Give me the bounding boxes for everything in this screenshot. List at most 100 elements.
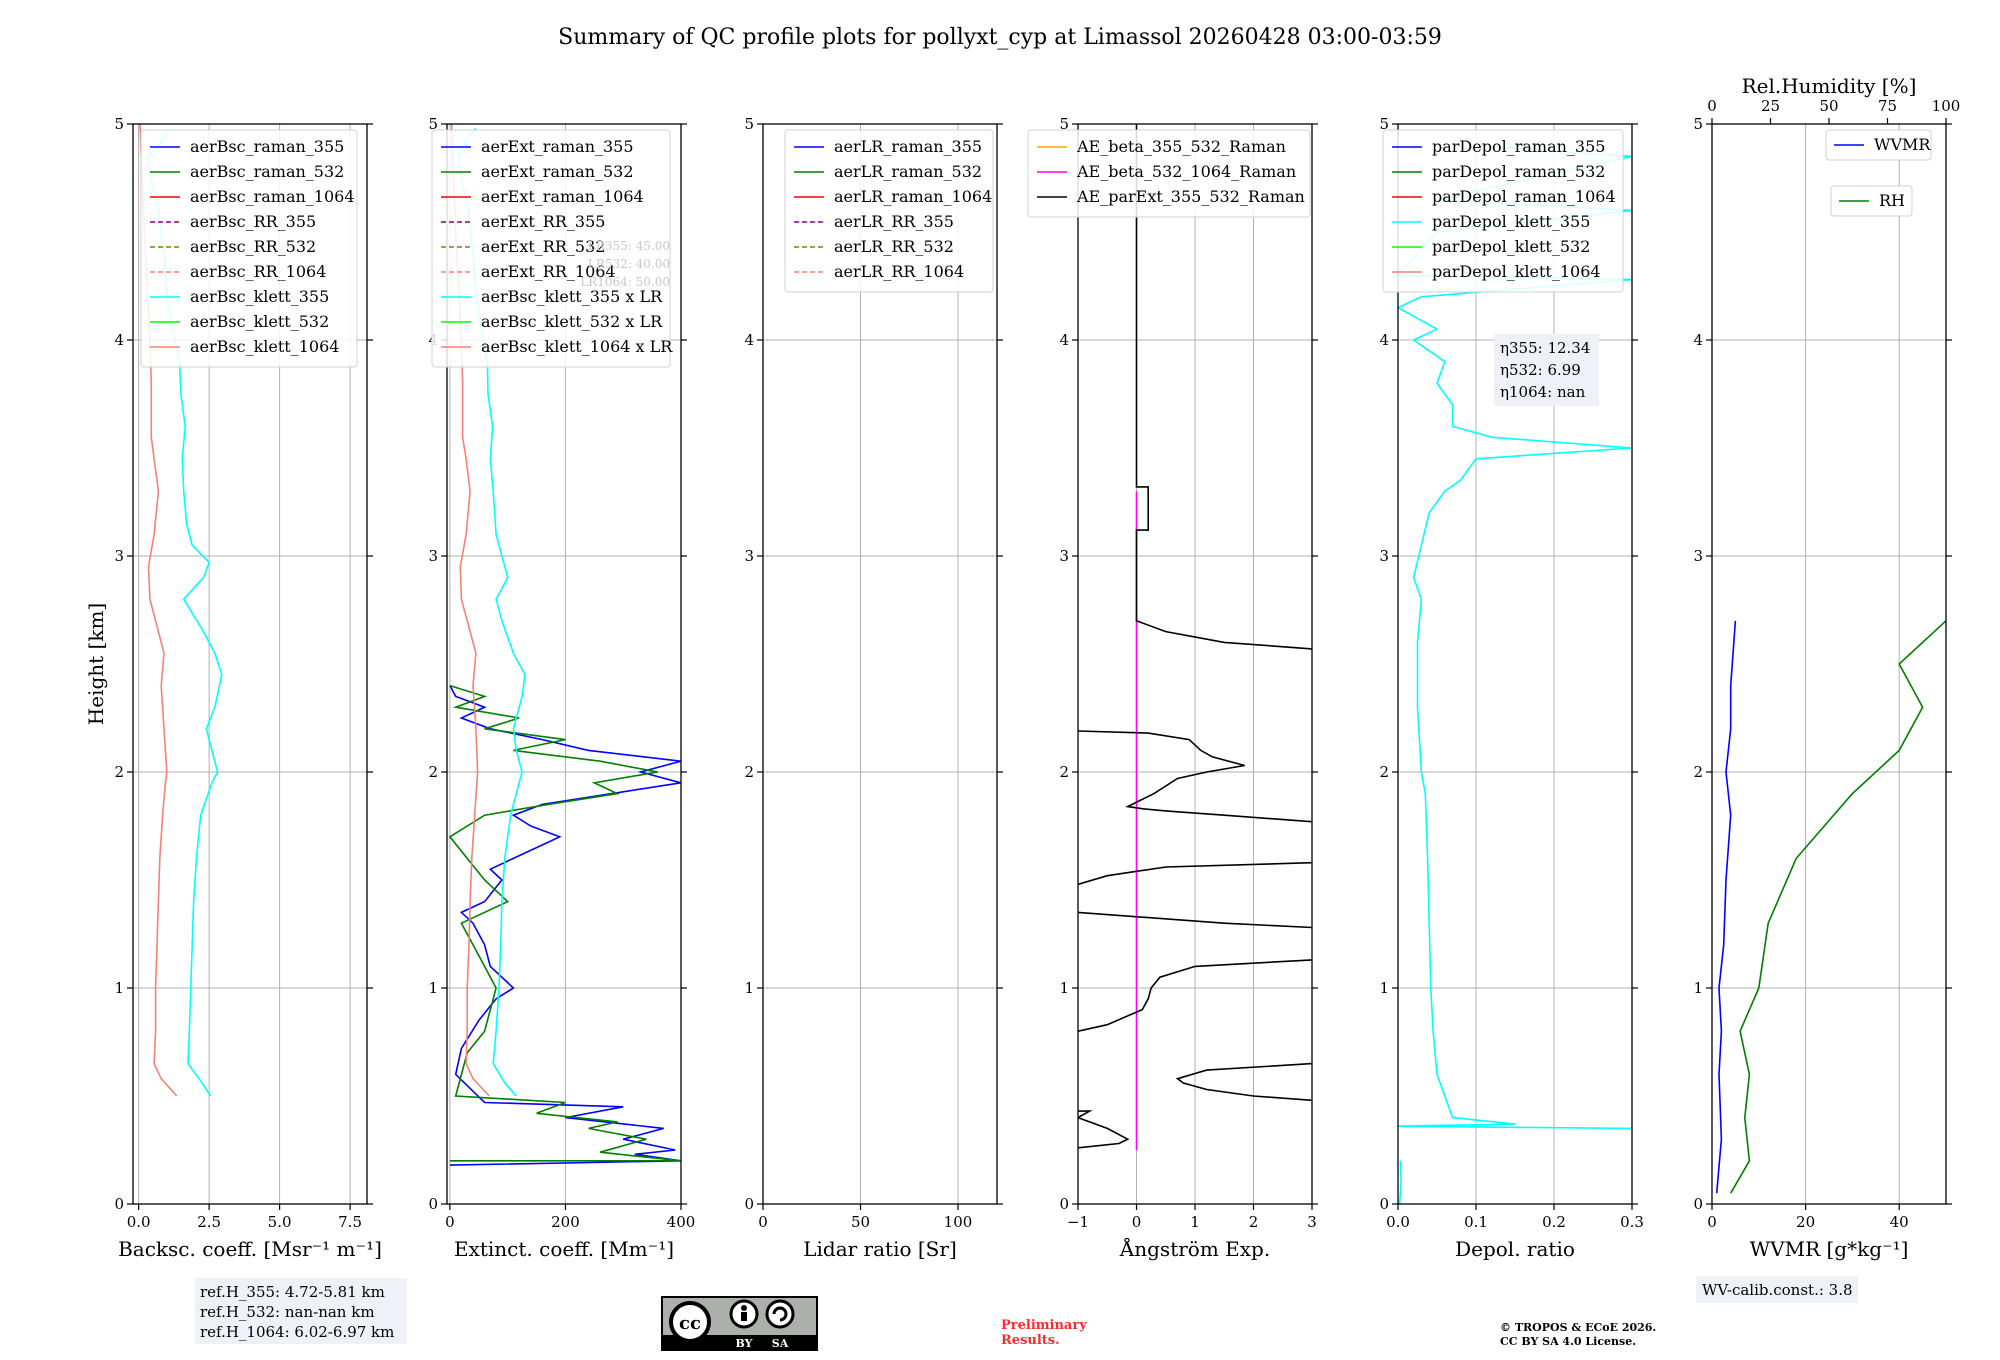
legend-box-ae [1027,129,1311,218]
series-aerExt_raman_532 [448,684,681,1162]
legend-label-ae-2: AE_parExt_355_532_Raman [1076,187,1305,206]
figure-title: Summary of QC profile plots for pollyxt_… [558,25,1442,50]
xtick-label-bsc-2: 5.0 [268,1213,292,1231]
legend-label-lr-5: aerLR_RR_1064 [834,262,964,281]
series-aerExt_raman_355 [449,685,681,1166]
xtick-label-wv-2: 40 [1890,1213,1909,1231]
legend-label-ext-8: aerBsc_klett_1064 x LR [481,337,673,356]
xtick-label-depol-2: 0.2 [1542,1213,1566,1231]
preliminary-results-note: Preliminary [1001,1318,1087,1333]
ytick-label-bsc-2: 2 [114,763,124,781]
top-xlabel-rh: Rel.Humidity [%] [1742,74,1917,98]
ytick-label-depol-3: 3 [1379,547,1389,565]
legend-label-ext-1: aerExt_raman_532 [481,162,634,181]
wv-calibration-box: WV-calib.const.: 3.8 [1696,1276,1858,1303]
ytick-label-ae-0: 0 [1059,1195,1069,1213]
reference-height-box: ref.H_355: 4.72-5.81 km ref.H_532: nan-n… [195,1278,407,1344]
ytick-label-lr-4: 4 [744,331,754,349]
eta-box [1494,334,1599,406]
lr-note-0: LR355: 45.00 [588,239,670,253]
legend-label-ext-6: aerBsc_klett_355 x LR [481,287,663,306]
eta-note-2: η1064: nan [1500,383,1586,401]
ytick-label-depol-1: 1 [1379,979,1389,997]
series-AE_parExt_355_532_Raman_e [1078,861,1312,886]
xtick-label-ext-1: 200 [551,1213,580,1231]
legend-box-wv-1 [1830,185,1913,217]
legend-box-wv-0 [1825,129,1932,161]
ref-height-1064: ref.H_1064: 6.02-6.97 km [200,1323,394,1341]
axes-frame-depol [1397,123,1633,1205]
legend-label-ext-0: aerExt_raman_355 [481,137,634,156]
ytick-label-ae-1: 1 [1059,979,1069,997]
xtick-label-lr-1: 50 [851,1213,870,1231]
legend-label-depol-2: parDepol_raman_1064 [1432,187,1616,206]
legend-label-wv-1: RH [1879,191,1905,210]
legend-label-bsc-6: aerBsc_klett_355 [190,287,329,306]
axes-frame-wv [1711,123,1947,1205]
top-xtick-label-4: 100 [1932,97,1961,115]
series-parDepol_klett_355_low [1398,1160,1402,1204]
cc-icon [669,1301,711,1343]
xtick-label-ext-2: 400 [667,1213,696,1231]
legend-label-lr-3: aerLR_RR_355 [834,212,954,231]
xlabel-ext: Extinct. coeff. [Mm⁻¹] [454,1237,674,1261]
ytick-label-lr-2: 2 [744,763,754,781]
ytick-label-ext-0: 0 [428,1195,438,1213]
eta-note-1: η532: 6.99 [1500,361,1581,379]
share-alike-icon [765,1299,795,1329]
xtick-label-depol-0: 0.0 [1386,1213,1410,1231]
ytick-label-bsc-1: 1 [114,979,124,997]
ytick-label-depol-0: 0 [1379,1195,1389,1213]
ytick-label-wv-1: 1 [1693,979,1703,997]
legend-box-bsc [140,129,358,368]
xtick-label-depol-3: 0.3 [1620,1213,1644,1231]
series-AE_parExt_355_532_Raman_f [1078,730,1312,823]
legend-label-bsc-0: aerBsc_raman_355 [190,137,344,156]
ytick-label-ae-2: 2 [1059,763,1069,781]
axes-frame-ext [446,123,682,1205]
ytick-label-wv-3: 3 [1693,547,1703,565]
ytick-label-bsc-0: 0 [114,1195,124,1213]
cc-sa-label: SA [772,1337,789,1350]
xlabel-ae: Ångström Exp. [1119,1236,1270,1261]
legend-label-depol-5: parDepol_klett_1064 [1432,262,1601,281]
panel-bsc: 0.0 2.5 5.0 7.5 0 1 2 3 4 5 Backsc. coeff. [Msr⁻¹ … [84,115,382,1261]
ytick-label-lr-1: 1 [744,979,754,997]
legend-box-lr [784,129,994,293]
series-AE_parExt_355_532_Raman_c [1078,959,1312,1032]
xtick-label-ae-3: 2 [1249,1213,1259,1231]
series-parDepol_klett_355 [1398,144,1632,1130]
legend-label-ext-7: aerBsc_klett_532 x LR [481,312,663,331]
ref-height-532: ref.H_532: nan-nan km [200,1303,375,1321]
xtick-label-ext-0: 0 [445,1213,455,1231]
ytick-label-wv-0: 0 [1693,1195,1703,1213]
legend-label-bsc-3: aerBsc_RR_355 [190,212,316,231]
legend-label-bsc-1: aerBsc_raman_532 [190,162,344,181]
series-AE_parExt_355_532_Raman [1078,1110,1130,1149]
xtick-label-wv-1: 20 [1796,1213,1815,1231]
xtick-label-lr-0: 0 [758,1213,768,1231]
panel-wv: 0 20 40 0 1 2 3 4 5 WVMR [g*kg⁻¹] 0 25 50 75 100 Rel.Hu… [1693,74,1960,1261]
legend-label-bsc-7: aerBsc_klett_532 [190,312,329,331]
ytick-label-depol-5: 5 [1379,115,1389,133]
series-WVMR [1715,620,1737,1194]
ytick-label-wv-4: 4 [1693,331,1703,349]
ytick-label-ext-3: 3 [428,547,438,565]
cc-by-label: BY [736,1337,753,1350]
lr-note-2: LR1064: 50.00 [580,275,670,289]
legend-label-lr-0: aerLR_raman_355 [834,137,982,156]
ytick-label-wv-2: 2 [1693,763,1703,781]
ytick-label-bsc-4: 4 [114,331,124,349]
legend-label-bsc-5: aerBsc_RR_1064 [190,262,326,281]
ytick-label-wv-5: 5 [1693,115,1703,133]
legend-label-bsc-2: aerBsc_raman_1064 [190,187,355,206]
series-AE_parExt_355_532_Raman_b [1175,1062,1312,1102]
panel-depol: 0.0 0.1 0.2 0.3 0 1 2 3 4 5 Depol. ratio parDepol_r… [1379,115,1643,1261]
xtick-label-lr-2: 100 [944,1213,973,1231]
legend-label-bsc-4: aerBsc_RR_532 [190,237,316,256]
ytick-label-ae-5: 5 [1059,115,1069,133]
legend-label-bsc-8: aerBsc_klett_1064 [190,337,339,356]
ytick-label-depol-4: 4 [1379,331,1389,349]
ytick-label-depol-2: 2 [1379,763,1389,781]
legend-box-ext [431,129,671,368]
